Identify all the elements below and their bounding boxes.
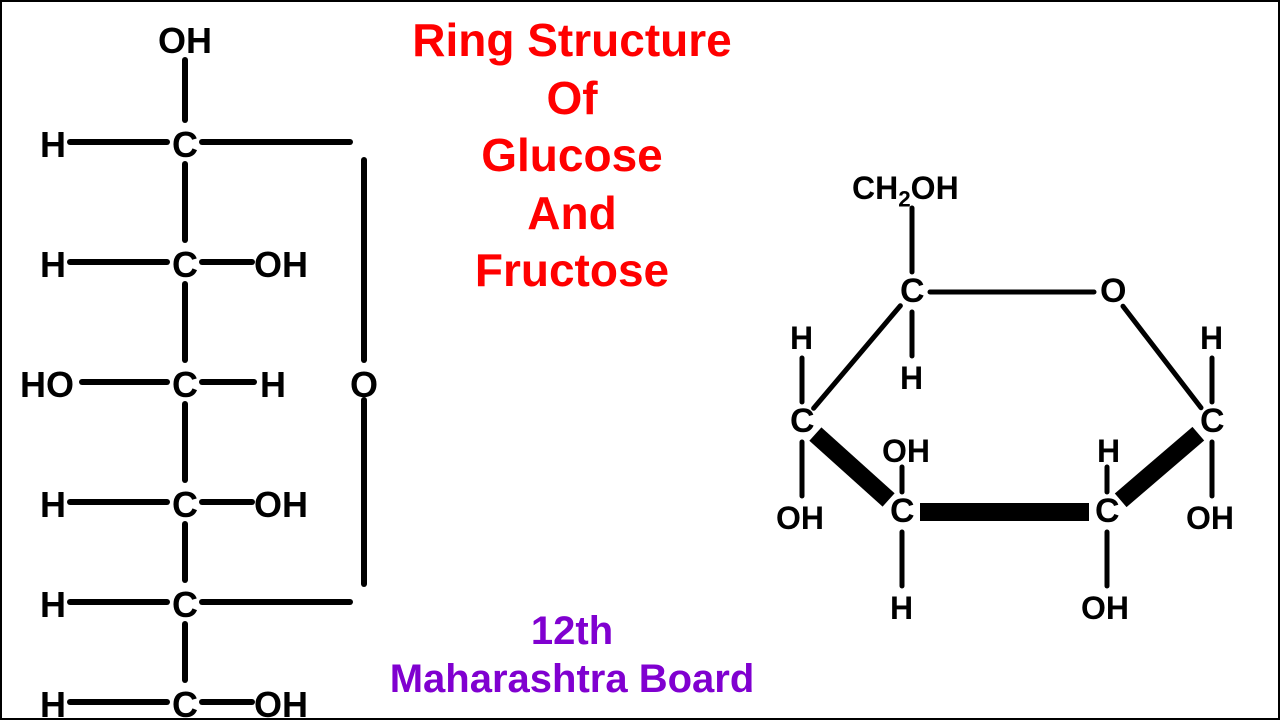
atom-label: O	[1100, 272, 1126, 311]
atom-label: CH2OH	[852, 170, 959, 212]
atom-label: H	[40, 584, 66, 626]
atom-label: H	[260, 364, 286, 406]
atom-label: OH	[882, 433, 930, 470]
atom-label: C	[1200, 402, 1225, 441]
atom-label: H	[900, 360, 923, 397]
atom-label: HO	[20, 364, 74, 406]
atom-label: OH	[254, 244, 308, 286]
atom-label: H	[40, 124, 66, 166]
atom-label: H	[1200, 320, 1223, 357]
atom-label: C	[172, 124, 198, 166]
atom-label: C	[172, 244, 198, 286]
atom-label: H	[890, 590, 913, 627]
atom-label: OH	[158, 20, 212, 62]
atom-label: OH	[254, 484, 308, 526]
atom-label: OH	[1186, 500, 1234, 537]
atom-label: C	[1095, 492, 1120, 531]
atom-label: H	[1097, 433, 1120, 470]
atom-label: H	[790, 320, 813, 357]
atom-label: H	[40, 484, 66, 526]
atom-label: C	[172, 484, 198, 526]
atom-label: H	[40, 244, 66, 286]
atom-label: C	[790, 402, 815, 441]
atom-label: O	[350, 364, 378, 406]
atom-label: C	[172, 584, 198, 626]
atom-label: C	[900, 272, 925, 311]
atom-label: OH	[1081, 590, 1129, 627]
atom-label: C	[172, 364, 198, 406]
atom-label: C	[890, 492, 915, 531]
atom-label: OH	[776, 500, 824, 537]
